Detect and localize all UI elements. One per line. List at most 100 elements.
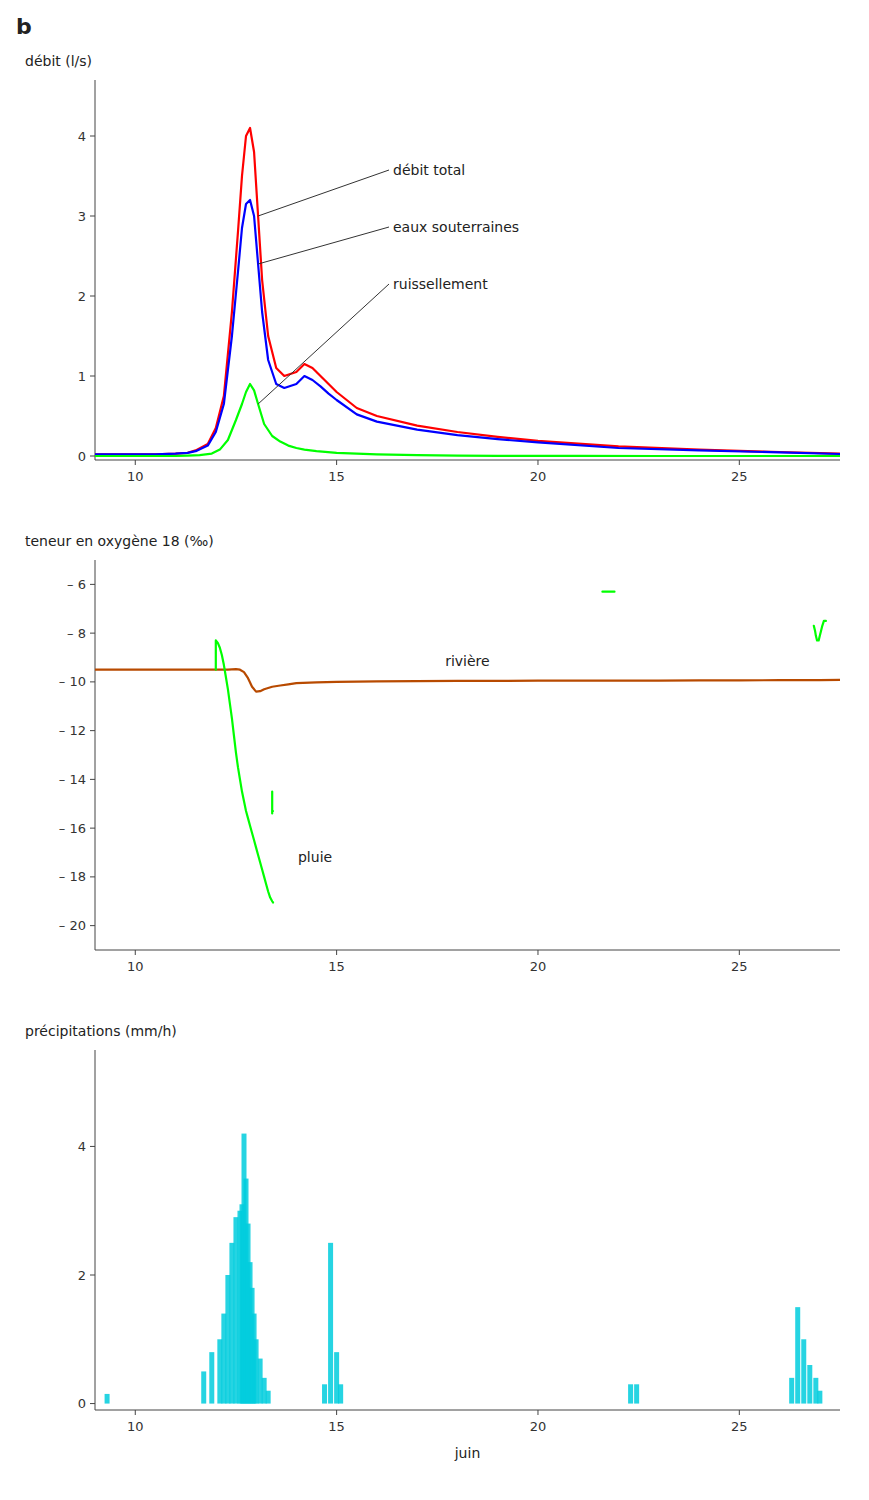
bar — [789, 1378, 794, 1404]
bar — [338, 1384, 343, 1403]
x-tick — [336, 950, 337, 955]
bar — [266, 1391, 271, 1404]
x-tick — [336, 1410, 337, 1415]
y-tick — [90, 1275, 95, 1276]
bar — [105, 1394, 110, 1404]
y-axis — [95, 80, 96, 460]
y-tick — [90, 876, 95, 877]
plot-area — [105, 1134, 823, 1404]
bar — [628, 1384, 633, 1403]
y-tick-label: 0 — [78, 1396, 86, 1411]
panel: 10 15 20 25 – 20 – 18 – 16 – 14 – 12 – 10 – 8 – 6 te… — [25, 533, 840, 974]
y-tick — [90, 136, 95, 137]
y-tick-label: 3 — [78, 209, 86, 224]
bar — [807, 1365, 812, 1404]
x-tick — [135, 950, 136, 955]
panel: b 10 15 20 25 0 1 2 3 4 débit (l/s) débit total eaux… — [16, 14, 840, 484]
series-label: rivière — [445, 653, 490, 669]
x-tick-label: 10 — [127, 1419, 144, 1434]
series-label: débit total — [393, 162, 465, 178]
x-tick — [135, 460, 136, 465]
x-tick-label: 15 — [328, 1419, 345, 1434]
y-tick-label: 4 — [78, 129, 86, 144]
y-tick-label: – 12 — [59, 723, 86, 738]
x-tick — [537, 460, 538, 465]
labels: rivière pluie — [298, 653, 490, 866]
y-axis — [95, 560, 96, 950]
y-tick-label: – 14 — [59, 772, 86, 787]
y-tick — [90, 376, 95, 377]
x-axis-label: juin — [454, 1445, 481, 1461]
x-tick-label: 15 — [328, 959, 345, 974]
y-tick — [90, 925, 95, 926]
y-tick — [90, 1146, 95, 1147]
y-tick — [90, 681, 95, 682]
x-tick-label: 25 — [731, 1419, 748, 1434]
bar — [322, 1384, 327, 1403]
leader-line — [258, 284, 389, 404]
leader-line — [258, 227, 389, 264]
labels: débit total eaux souterraines ruissellemen… — [258, 162, 519, 404]
y-tick-label: – 8 — [67, 626, 86, 641]
x-tick-label: 20 — [530, 1419, 547, 1434]
line — [95, 200, 840, 454]
x-tick — [537, 1410, 538, 1415]
x-tick-label: 20 — [530, 469, 547, 484]
y-tick-label: – 18 — [59, 869, 86, 884]
y-tick — [90, 216, 95, 217]
x-tick — [739, 1410, 740, 1415]
y-tick-label: – 10 — [59, 674, 86, 689]
y-tick-label: 4 — [78, 1139, 86, 1154]
series-label: pluie — [298, 849, 332, 865]
y-tick-label: – 20 — [59, 918, 86, 933]
x-tick-label: 10 — [127, 959, 144, 974]
y-tick-label: 1 — [78, 369, 86, 384]
y-tick — [90, 633, 95, 634]
y-tick-label: 2 — [78, 289, 86, 304]
y-tick — [90, 584, 95, 585]
x-tick — [135, 1410, 136, 1415]
title: b — [16, 14, 32, 39]
x-tick-label: 15 — [328, 469, 345, 484]
bar — [634, 1384, 639, 1403]
y-axis-label: teneur en oxygène 18 (‰) — [25, 533, 214, 549]
x-tick-label: 20 — [530, 959, 547, 974]
series-label: ruissellement — [393, 276, 488, 292]
x-tick — [739, 950, 740, 955]
y-axis-label: précipitations (mm/h) — [25, 1023, 177, 1039]
y-tick — [90, 456, 95, 457]
line — [95, 128, 840, 454]
panel: 10 15 20 25 0 2 4 précipitations (mm/h) juin — [25, 1023, 840, 1461]
bar — [209, 1352, 214, 1403]
leader-line — [258, 170, 389, 216]
bar — [328, 1243, 333, 1404]
bar — [801, 1339, 806, 1403]
y-axis — [95, 1050, 96, 1410]
y-tick-label: – 6 — [67, 577, 86, 592]
x-tick-label: 25 — [731, 469, 748, 484]
x-tick-label: 25 — [731, 959, 748, 974]
y-tick-label: 0 — [78, 449, 86, 464]
bar — [201, 1371, 206, 1403]
line — [95, 384, 840, 456]
y-tick — [90, 779, 95, 780]
series-label: eaux souterraines — [393, 219, 519, 235]
x-tick — [739, 460, 740, 465]
line — [95, 669, 840, 691]
y-axis-label: débit (l/s) — [25, 53, 92, 69]
figure: b1015202501234débit (l/s)débit totaleaux… — [0, 0, 869, 1500]
bar — [795, 1307, 800, 1403]
x-axis — [95, 950, 840, 951]
y-tick — [90, 1403, 95, 1404]
x-tick-label: 10 — [127, 469, 144, 484]
y-tick — [90, 296, 95, 297]
x-tick — [537, 950, 538, 955]
bar — [817, 1391, 822, 1404]
y-tick-label: 2 — [78, 1268, 86, 1283]
y-tick-label: – 16 — [59, 821, 86, 836]
x-axis — [95, 460, 840, 461]
plot-area — [95, 128, 840, 456]
y-tick — [90, 730, 95, 731]
y-tick — [90, 828, 95, 829]
plot-area — [95, 592, 840, 903]
